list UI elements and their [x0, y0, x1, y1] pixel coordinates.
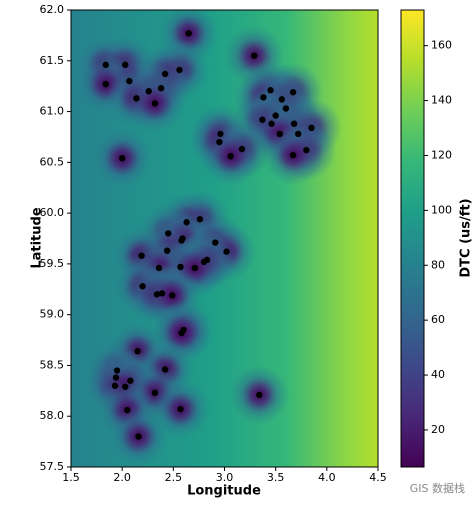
y-tick-label: 59.5 — [40, 257, 65, 270]
well-point — [183, 219, 190, 226]
well-point — [139, 283, 146, 290]
colorbar — [400, 9, 425, 468]
well-point — [157, 84, 165, 92]
y-tick-label: 61.5 — [40, 54, 65, 67]
well-point — [111, 382, 119, 389]
well-point — [272, 112, 279, 119]
y-tick-label: 59.0 — [40, 308, 65, 321]
well-point — [122, 383, 129, 390]
x-tick-label: 4.5 — [369, 471, 387, 484]
well-point — [260, 94, 267, 101]
well-point — [127, 377, 134, 384]
x-tick-label: 4.0 — [318, 471, 336, 484]
well-point — [267, 87, 274, 94]
well-point — [122, 61, 129, 69]
x-tick-label: 2.5 — [165, 471, 183, 484]
well-point — [176, 66, 183, 74]
x-tick-label: 3.0 — [216, 471, 234, 484]
well-point — [151, 100, 159, 107]
well-point — [113, 367, 121, 374]
well-point — [178, 329, 185, 337]
well-point — [191, 264, 199, 272]
well-point — [161, 366, 169, 373]
well-point — [161, 70, 169, 78]
colorbar-label: DTC (us/ft) — [459, 198, 474, 277]
well-point — [112, 374, 120, 381]
colorbar-tick-label: 120 — [431, 148, 452, 161]
x-tick-label: 2.0 — [113, 471, 131, 484]
well-point — [134, 348, 141, 355]
colorbar-tick-label: 100 — [431, 203, 452, 216]
well-point — [135, 433, 142, 440]
well-point — [153, 291, 161, 298]
y-axis-label: Latitude — [30, 207, 45, 269]
y-tick-label: 60.5 — [40, 155, 65, 168]
well-point — [185, 30, 192, 37]
well-point — [290, 120, 298, 127]
x-tick-label: 3.5 — [267, 471, 285, 484]
well-point — [138, 252, 145, 259]
y-tick-label: 58.5 — [40, 358, 65, 371]
well-point — [308, 124, 315, 132]
well-point — [124, 406, 131, 414]
well-point — [133, 95, 140, 102]
well-point — [227, 153, 234, 160]
well-point — [256, 391, 263, 399]
well-point — [216, 138, 223, 146]
colorbar-tick-label: 160 — [431, 39, 452, 52]
well-point — [278, 96, 286, 103]
field — [71, 10, 378, 467]
y-tick-label: 58.0 — [40, 409, 65, 422]
well-point — [178, 237, 185, 244]
y-tick-label: 57.5 — [40, 460, 65, 473]
well-point — [268, 120, 275, 127]
well-point — [169, 292, 176, 299]
well-point — [155, 264, 163, 272]
well-point — [250, 52, 258, 59]
well-point — [118, 155, 126, 162]
y-tick-label: 62.0 — [40, 3, 65, 16]
watermark: GIS 数据栈 — [410, 481, 465, 495]
well-point — [102, 80, 109, 88]
x-axis-label: Longitude — [187, 484, 261, 499]
well-point — [289, 89, 297, 96]
well-point — [165, 230, 172, 237]
well-point — [294, 130, 302, 138]
well-point — [158, 290, 166, 297]
colorbar-tick-label: 80 — [431, 258, 445, 271]
well-point — [282, 105, 290, 112]
colorbar-tick-label: 60 — [431, 313, 445, 326]
well-point — [126, 77, 133, 85]
well-point — [163, 247, 171, 254]
well-point — [223, 248, 230, 255]
well-point — [217, 130, 224, 138]
well-point — [177, 405, 184, 413]
y-tick-label: 61.0 — [40, 105, 65, 118]
well-point — [303, 146, 310, 154]
x-tick-label: 1.5 — [62, 471, 80, 484]
well-point — [200, 258, 208, 266]
well-point — [289, 152, 297, 159]
well-point — [145, 88, 152, 95]
colorbar-tick-label: 140 — [431, 94, 452, 107]
well-point — [102, 61, 109, 69]
well-point — [212, 239, 219, 246]
well-point — [177, 263, 184, 271]
y-tick-label: 60.0 — [40, 206, 65, 219]
well-point — [196, 216, 204, 223]
well-point — [151, 389, 159, 397]
colorbar-tick-label: 40 — [431, 368, 445, 381]
well-point — [259, 116, 266, 123]
well-point — [276, 130, 283, 138]
well-point — [238, 145, 246, 153]
colorbar-tick-label: 20 — [431, 423, 445, 436]
